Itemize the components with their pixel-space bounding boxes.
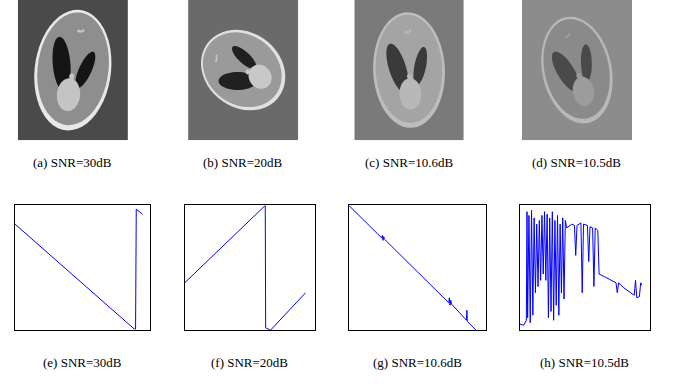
svg-text:(h) SNR=10.5dB: (h) SNR=10.5dB [540, 355, 629, 370]
svg-text:(b) SNR=20dB: (b) SNR=20dB [203, 155, 283, 170]
svg-text:(g) SNR=10.6dB: (g) SNR=10.6dB [373, 355, 462, 370]
svg-text:(d) SNR=10.5dB: (d) SNR=10.5dB [532, 155, 621, 170]
svg-text:(c) SNR=10.6dB: (c) SNR=10.6dB [365, 155, 454, 170]
svg-text:(a) SNR=30dB: (a) SNR=30dB [33, 155, 112, 170]
svg-text:(f) SNR=20dB: (f) SNR=20dB [211, 355, 288, 370]
svg-text:(e) SNR=30dB: (e) SNR=30dB [43, 355, 122, 370]
